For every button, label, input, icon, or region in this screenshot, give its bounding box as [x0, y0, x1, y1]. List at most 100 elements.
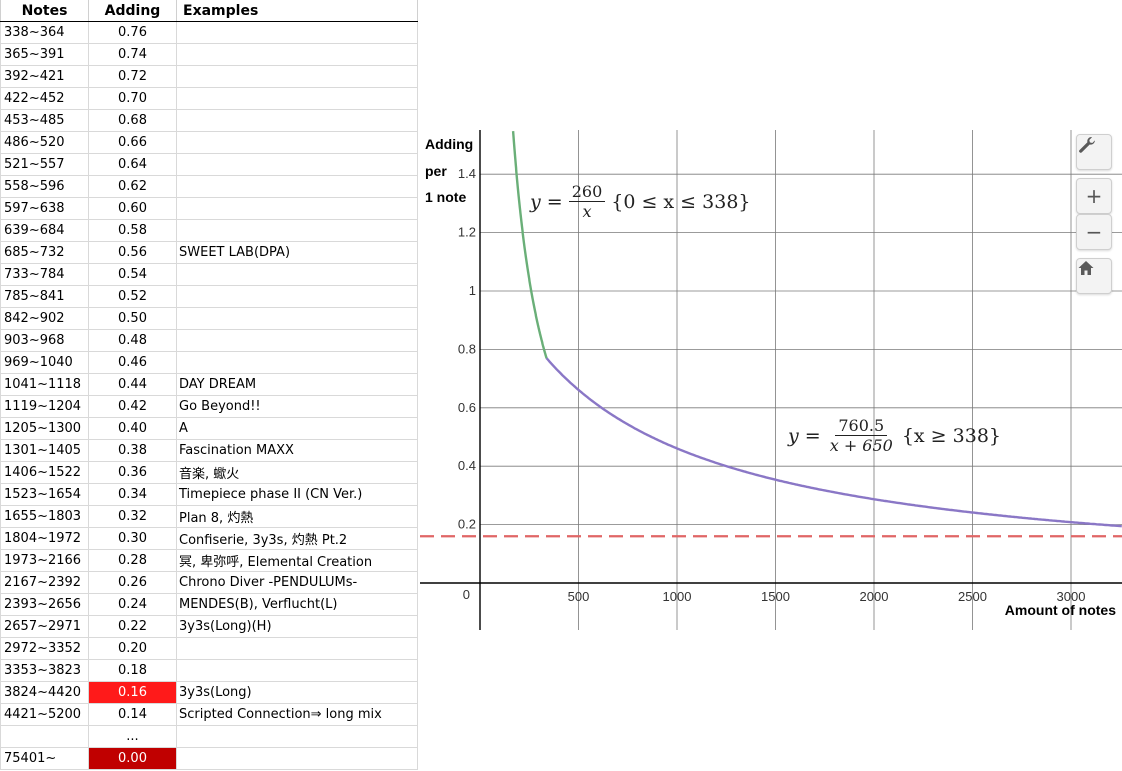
notes-cell[interactable]: 1406~1522: [0, 461, 89, 484]
examples-cell[interactable]: [176, 725, 418, 748]
notes-cell[interactable]: 969~1040: [0, 351, 89, 374]
home-button[interactable]: [1076, 258, 1112, 294]
examples-cell[interactable]: [176, 43, 418, 66]
zoom-in-button[interactable]: +: [1076, 178, 1112, 214]
adding-cell[interactable]: 0.40: [88, 417, 177, 440]
adding-cell[interactable]: 0.30: [88, 527, 177, 550]
notes-cell[interactable]: 1973~2166: [0, 549, 89, 572]
adding-cell[interactable]: 0.20: [88, 637, 177, 660]
notes-cell[interactable]: 733~784: [0, 263, 89, 286]
notes-cell[interactable]: 392~421: [0, 65, 89, 88]
adding-cell[interactable]: 0.36: [88, 461, 177, 484]
notes-cell[interactable]: 1655~1803: [0, 505, 89, 528]
adding-cell[interactable]: 0.66: [88, 131, 177, 154]
notes-cell[interactable]: 2972~3352: [0, 637, 89, 660]
settings-button[interactable]: [1076, 134, 1112, 170]
examples-cell[interactable]: Chrono Diver -PENDULUMs-: [176, 571, 418, 594]
notes-cell[interactable]: 422~452: [0, 87, 89, 110]
adding-cell[interactable]: 0.18: [88, 659, 177, 682]
notes-cell[interactable]: 842~902: [0, 307, 89, 330]
examples-cell[interactable]: 音楽, 蠍火: [176, 461, 418, 484]
notes-cell[interactable]: 338~364: [0, 21, 89, 44]
examples-cell[interactable]: [176, 87, 418, 110]
notes-cell[interactable]: 2657~2971: [0, 615, 89, 638]
notes-cell[interactable]: 75401~: [0, 747, 89, 770]
notes-cell[interactable]: 1205~1300: [0, 417, 89, 440]
notes-cell[interactable]: 2393~2656: [0, 593, 89, 616]
examples-cell[interactable]: Timepiece phase II (CN Ver.): [176, 483, 418, 506]
examples-cell[interactable]: [176, 197, 418, 220]
examples-cell[interactable]: SWEET LAB(DPA): [176, 241, 418, 264]
adding-cell[interactable]: 0.62: [88, 175, 177, 198]
examples-cell[interactable]: [176, 351, 418, 374]
examples-cell[interactable]: Go Beyond!!: [176, 395, 418, 418]
adding-cell[interactable]: 0.58: [88, 219, 177, 242]
adding-cell[interactable]: 0.14: [88, 703, 177, 726]
notes-cell[interactable]: 639~684: [0, 219, 89, 242]
adding-cell[interactable]: 0.34: [88, 483, 177, 506]
examples-cell[interactable]: [176, 747, 418, 770]
notes-cell[interactable]: 4421~5200: [0, 703, 89, 726]
notes-cell[interactable]: 1523~1654: [0, 483, 89, 506]
notes-cell[interactable]: 2167~2392: [0, 571, 89, 594]
adding-cell[interactable]: 0.72: [88, 65, 177, 88]
plot-area[interactable]: 500 1000 1500 2000 2500 3000 0.2 0.4 0.6 0.8 1 1.2 1…: [420, 130, 1122, 630]
adding-cell[interactable]: 0.74: [88, 43, 177, 66]
examples-cell[interactable]: [176, 637, 418, 660]
column-header-notes[interactable]: Notes: [0, 0, 89, 22]
adding-cell[interactable]: 0.26: [88, 571, 177, 594]
examples-cell[interactable]: [176, 263, 418, 286]
adding-cell[interactable]: 0.76: [88, 21, 177, 44]
notes-cell[interactable]: 453~485: [0, 109, 89, 132]
adding-cell[interactable]: 0.64: [88, 153, 177, 176]
examples-cell[interactable]: 3y3s(Long): [176, 681, 418, 704]
notes-cell[interactable]: 785~841: [0, 285, 89, 308]
adding-cell[interactable]: 0.44: [88, 373, 177, 396]
adding-cell[interactable]: 0.00: [88, 747, 177, 770]
examples-cell[interactable]: Plan 8, 灼熱: [176, 505, 418, 528]
notes-cell[interactable]: 1804~1972: [0, 527, 89, 550]
notes-cell[interactable]: 558~596: [0, 175, 89, 198]
notes-cell[interactable]: 365~391: [0, 43, 89, 66]
notes-cell[interactable]: 1041~1118: [0, 373, 89, 396]
graph-panel[interactable]: 500 1000 1500 2000 2500 3000 0.2 0.4 0.6 0.8 1 1.2 1…: [420, 130, 1122, 630]
adding-cell[interactable]: 0.42: [88, 395, 177, 418]
adding-cell[interactable]: 0.68: [88, 109, 177, 132]
adding-cell[interactable]: 0.48: [88, 329, 177, 352]
examples-cell[interactable]: [176, 285, 418, 308]
notes-cell[interactable]: 521~557: [0, 153, 89, 176]
examples-cell[interactable]: 3y3s(Long)(H): [176, 615, 418, 638]
examples-cell[interactable]: [176, 65, 418, 88]
examples-cell[interactable]: Confiserie, 3y3s, 灼熱 Pt.2: [176, 527, 418, 550]
examples-cell[interactable]: [176, 219, 418, 242]
adding-cell[interactable]: 0.28: [88, 549, 177, 572]
examples-cell[interactable]: [176, 175, 418, 198]
column-header-examples[interactable]: Examples: [176, 0, 418, 22]
adding-cell[interactable]: 0.22: [88, 615, 177, 638]
adding-cell[interactable]: 0.56: [88, 241, 177, 264]
examples-cell[interactable]: Scripted Connection⇒ long mix: [176, 703, 418, 726]
examples-cell[interactable]: A: [176, 417, 418, 440]
adding-cell[interactable]: 0.60: [88, 197, 177, 220]
notes-cell[interactable]: 486~520: [0, 131, 89, 154]
column-header-adding[interactable]: Adding: [88, 0, 177, 22]
notes-cell[interactable]: 1119~1204: [0, 395, 89, 418]
examples-cell[interactable]: [176, 659, 418, 682]
examples-cell[interactable]: Fascination MAXX: [176, 439, 418, 462]
adding-cell[interactable]: 0.46: [88, 351, 177, 374]
notes-cell[interactable]: 3824~4420: [0, 681, 89, 704]
zoom-out-button[interactable]: −: [1076, 214, 1112, 250]
examples-cell[interactable]: [176, 153, 418, 176]
notes-cell[interactable]: 3353~3823: [0, 659, 89, 682]
notes-cell[interactable]: 685~732: [0, 241, 89, 264]
adding-cell[interactable]: ...: [88, 725, 177, 748]
examples-cell[interactable]: 冥, 卑弥呼, Elemental Creation: [176, 549, 418, 572]
examples-cell[interactable]: [176, 21, 418, 44]
examples-cell[interactable]: [176, 109, 418, 132]
examples-cell[interactable]: MENDES(B), Verflucht(L): [176, 593, 418, 616]
adding-cell[interactable]: 0.52: [88, 285, 177, 308]
examples-cell[interactable]: [176, 307, 418, 330]
notes-cell[interactable]: [0, 725, 89, 748]
examples-cell[interactable]: [176, 131, 418, 154]
adding-cell[interactable]: 0.70: [88, 87, 177, 110]
